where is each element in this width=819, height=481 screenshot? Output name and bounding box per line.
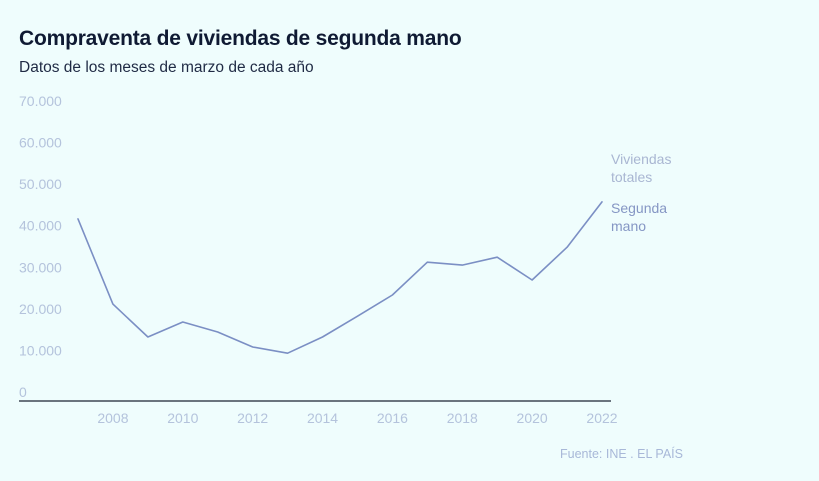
y-axis-ticks: 0 10.000 20.000 30.000 40.000 50.000 60.000 70.… bbox=[19, 93, 62, 400]
y-tick-label: 50.000 bbox=[19, 176, 62, 192]
y-tick-label: 60.000 bbox=[19, 135, 62, 151]
x-tick-label: 2018 bbox=[447, 410, 478, 426]
x-tick-label: 2020 bbox=[517, 410, 548, 426]
x-axis-ticks: 2008 2010 2012 2014 2016 2018 2020 2022 bbox=[97, 410, 617, 426]
y-tick-label: 10.000 bbox=[19, 342, 62, 358]
source-note: Fuente: INE . EL PAÍS bbox=[560, 447, 683, 461]
x-tick-label: 2016 bbox=[377, 410, 408, 426]
x-tick-label: 2008 bbox=[97, 410, 128, 426]
x-tick-label: 2022 bbox=[586, 410, 617, 426]
legend-label-segunda-mano: Segunda bbox=[611, 200, 667, 216]
y-tick-label: 0 bbox=[19, 384, 27, 400]
x-tick-label: 2014 bbox=[307, 410, 338, 426]
y-tick-label: 70.000 bbox=[19, 93, 62, 109]
series-line-segunda-mano bbox=[77, 201, 603, 355]
y-tick-label: 30.000 bbox=[19, 259, 62, 275]
legend-label-viviendas-totales: Viviendas bbox=[611, 151, 671, 167]
legend-label-viviendas-totales: totales bbox=[611, 169, 652, 185]
y-tick-label: 40.000 bbox=[19, 218, 62, 234]
chart-subtitle: Datos de los meses de marzo de cada año bbox=[19, 59, 314, 76]
x-tick-label: 2010 bbox=[167, 410, 198, 426]
x-tick-label: 2012 bbox=[237, 410, 268, 426]
legend-label-segunda-mano: mano bbox=[611, 218, 646, 234]
chart-title: Compraventa de viviendas de segunda mano bbox=[19, 27, 462, 50]
legend: Viviendas totales Segunda mano bbox=[611, 151, 671, 234]
y-tick-label: 20.000 bbox=[19, 301, 62, 317]
series-group bbox=[77, 201, 603, 355]
